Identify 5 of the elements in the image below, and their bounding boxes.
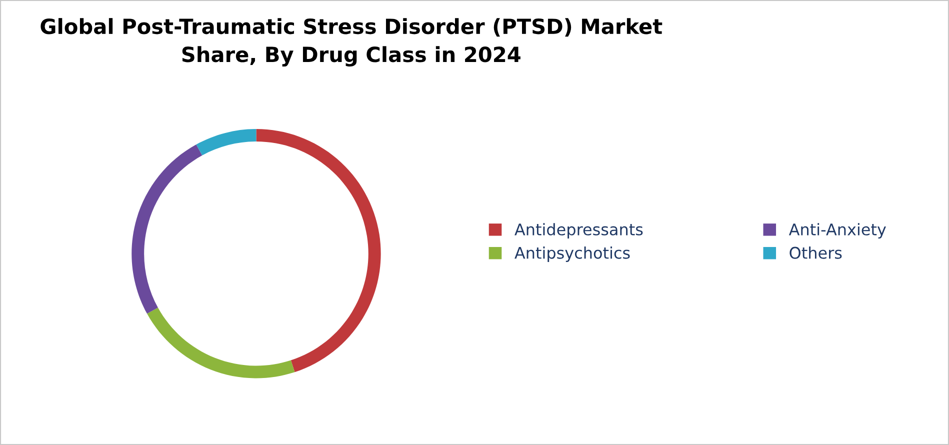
chart-title: Global Post-Traumatic Stress Disorder (PTSD) Market Share, By Drug Class in 2024 <box>40 18 662 66</box>
legend-label: Others <box>790 246 842 259</box>
legend-label: Antipsychotics <box>514 246 630 262</box>
legend-label: Anti-Anxiety <box>788 223 886 239</box>
legend-label: Antidepressants <box>514 223 643 239</box>
